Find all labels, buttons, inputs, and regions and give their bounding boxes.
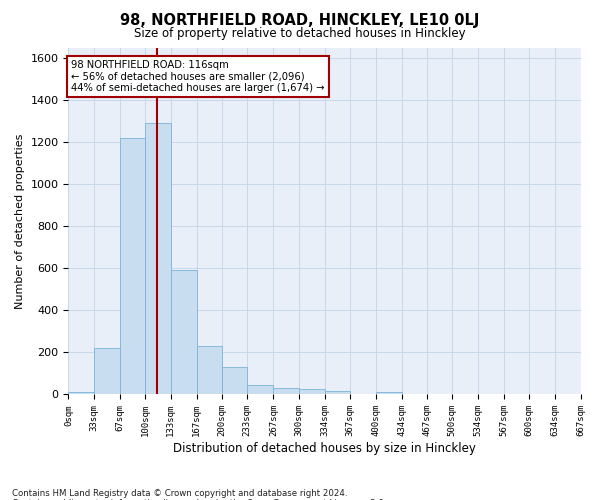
Text: Contains public sector information licensed under the Open Government Licence v3: Contains public sector information licen…	[12, 498, 386, 500]
Bar	[247, 385, 274, 394]
Bar	[145, 123, 170, 394]
Bar	[376, 392, 401, 394]
Bar	[120, 138, 145, 394]
Bar	[170, 270, 197, 394]
Bar	[197, 346, 222, 395]
Bar	[274, 388, 299, 394]
Text: Contains HM Land Registry data © Crown copyright and database right 2024.: Contains HM Land Registry data © Crown c…	[12, 488, 347, 498]
Bar	[325, 392, 350, 394]
Text: Size of property relative to detached houses in Hinckley: Size of property relative to detached ho…	[134, 28, 466, 40]
Bar	[222, 367, 247, 394]
Bar	[68, 392, 94, 394]
Text: 98, NORTHFIELD ROAD, HINCKLEY, LE10 0LJ: 98, NORTHFIELD ROAD, HINCKLEY, LE10 0LJ	[121, 12, 479, 28]
Y-axis label: Number of detached properties: Number of detached properties	[15, 134, 25, 308]
Text: 98 NORTHFIELD ROAD: 116sqm
← 56% of detached houses are smaller (2,096)
44% of s: 98 NORTHFIELD ROAD: 116sqm ← 56% of deta…	[71, 60, 325, 94]
Bar	[299, 389, 325, 394]
Bar	[94, 348, 120, 395]
X-axis label: Distribution of detached houses by size in Hinckley: Distribution of detached houses by size …	[173, 442, 476, 455]
